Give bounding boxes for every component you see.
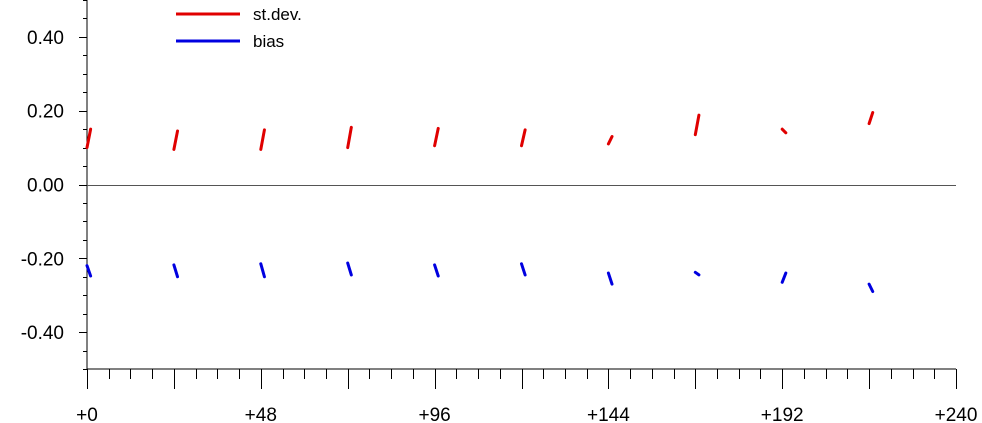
chart-axes: -0.40 -0.20 0.00 0.20 0.40 +0 +48 +96 +144 +192 +2…	[21, 0, 978, 423]
data-segment	[606, 271, 614, 286]
data-segment	[867, 111, 875, 126]
data-segment	[693, 113, 701, 137]
data-segment	[433, 126, 440, 148]
data-segment	[85, 264, 93, 278]
y-tick-label: -0.20	[21, 249, 64, 270]
data-segment	[867, 282, 875, 294]
legend-label: st.dev.	[253, 5, 302, 24]
y-tick-label: 0.20	[27, 102, 64, 123]
data-segment	[259, 262, 266, 279]
data-segment	[172, 129, 180, 151]
data-segment	[780, 271, 788, 284]
series-group	[85, 111, 875, 294]
data-segment	[520, 128, 527, 148]
data-segment	[780, 127, 788, 135]
data-segment	[693, 270, 701, 277]
y-tick-label: -0.40	[21, 323, 64, 344]
x-tick-label: +96	[418, 405, 450, 423]
data-segment	[346, 261, 353, 277]
x-tick-label: +192	[761, 405, 804, 423]
y-tick-label: 0.40	[27, 28, 64, 49]
x-tick-label: +240	[935, 405, 978, 423]
legend: st.dev. bias	[176, 5, 302, 51]
data-segment	[259, 128, 266, 151]
data-segment	[433, 263, 440, 278]
x-tick-label: +48	[245, 405, 277, 423]
x-tick-label: +0	[76, 405, 98, 423]
legend-label: bias	[253, 32, 284, 51]
data-segment	[606, 135, 614, 146]
x-tick-label: +144	[587, 405, 630, 423]
data-segment	[346, 125, 353, 150]
y-tick-label: 0.00	[27, 176, 64, 197]
series-st-dev-	[85, 111, 875, 151]
data-segment	[172, 263, 180, 279]
data-segment	[520, 262, 527, 277]
data-segment	[85, 127, 93, 150]
series-bias	[85, 261, 875, 294]
